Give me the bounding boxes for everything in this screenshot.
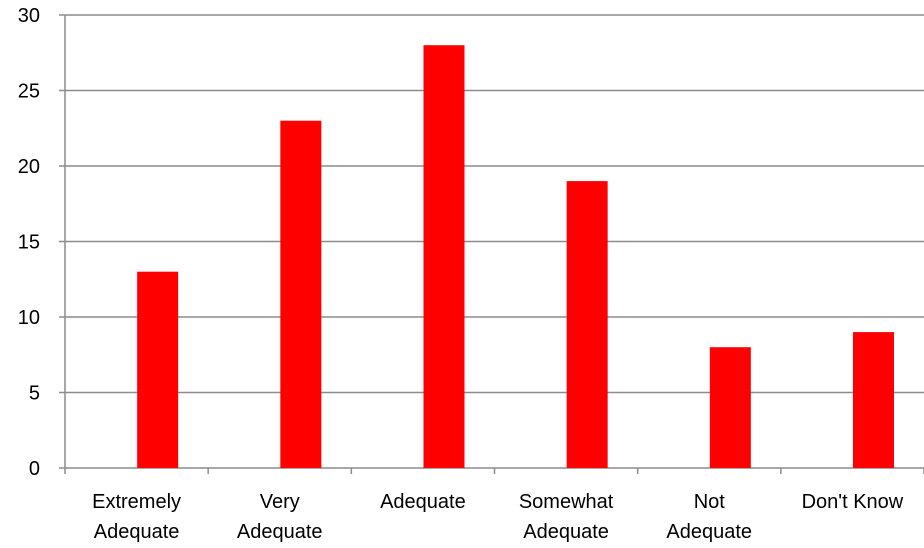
y-axis-tick-labels: 0 5 10 15 20 25 30 [18, 5, 40, 480]
y-tick-label: 20 [18, 156, 40, 178]
x-category-label-line: Adequate [237, 521, 323, 543]
x-category-label-line: Adequate [94, 521, 180, 543]
x-category-label: Not Adequate [666, 491, 752, 543]
x-category-label-line: Not [694, 491, 726, 513]
bar [566, 181, 608, 468]
x-category-label-line: Adequate [523, 521, 609, 543]
x-category-label: Extremely Adequate [92, 491, 181, 543]
x-category-label-line: Adequate [380, 491, 466, 513]
bar [709, 347, 751, 468]
y-tick-label: 0 [29, 458, 40, 480]
x-category-label: Don't Know [802, 491, 904, 513]
x-category-label: Adequate [380, 491, 466, 513]
gridlines [65, 14, 924, 394]
x-category-label-line: Somewhat [519, 491, 614, 513]
x-category-label-line: Don't Know [802, 491, 904, 513]
bar [423, 45, 465, 468]
y-tick-label: 30 [18, 5, 40, 27]
bar [137, 271, 179, 468]
y-tick-label: 10 [18, 307, 40, 329]
y-tick-label: 25 [18, 81, 40, 103]
x-category-label-line: Extremely [92, 491, 181, 513]
y-tick-label: 15 [18, 232, 40, 254]
bar [853, 332, 894, 468]
bars [137, 45, 894, 468]
axes [59, 14, 924, 474]
x-category-label-line: Adequate [666, 521, 752, 543]
x-category-label: Somewhat Adequate [519, 491, 614, 543]
x-category-label: Very Adequate [237, 491, 323, 543]
bar [280, 120, 322, 468]
y-tick-label: 5 [29, 383, 40, 405]
x-category-label-line: Very [260, 491, 300, 513]
